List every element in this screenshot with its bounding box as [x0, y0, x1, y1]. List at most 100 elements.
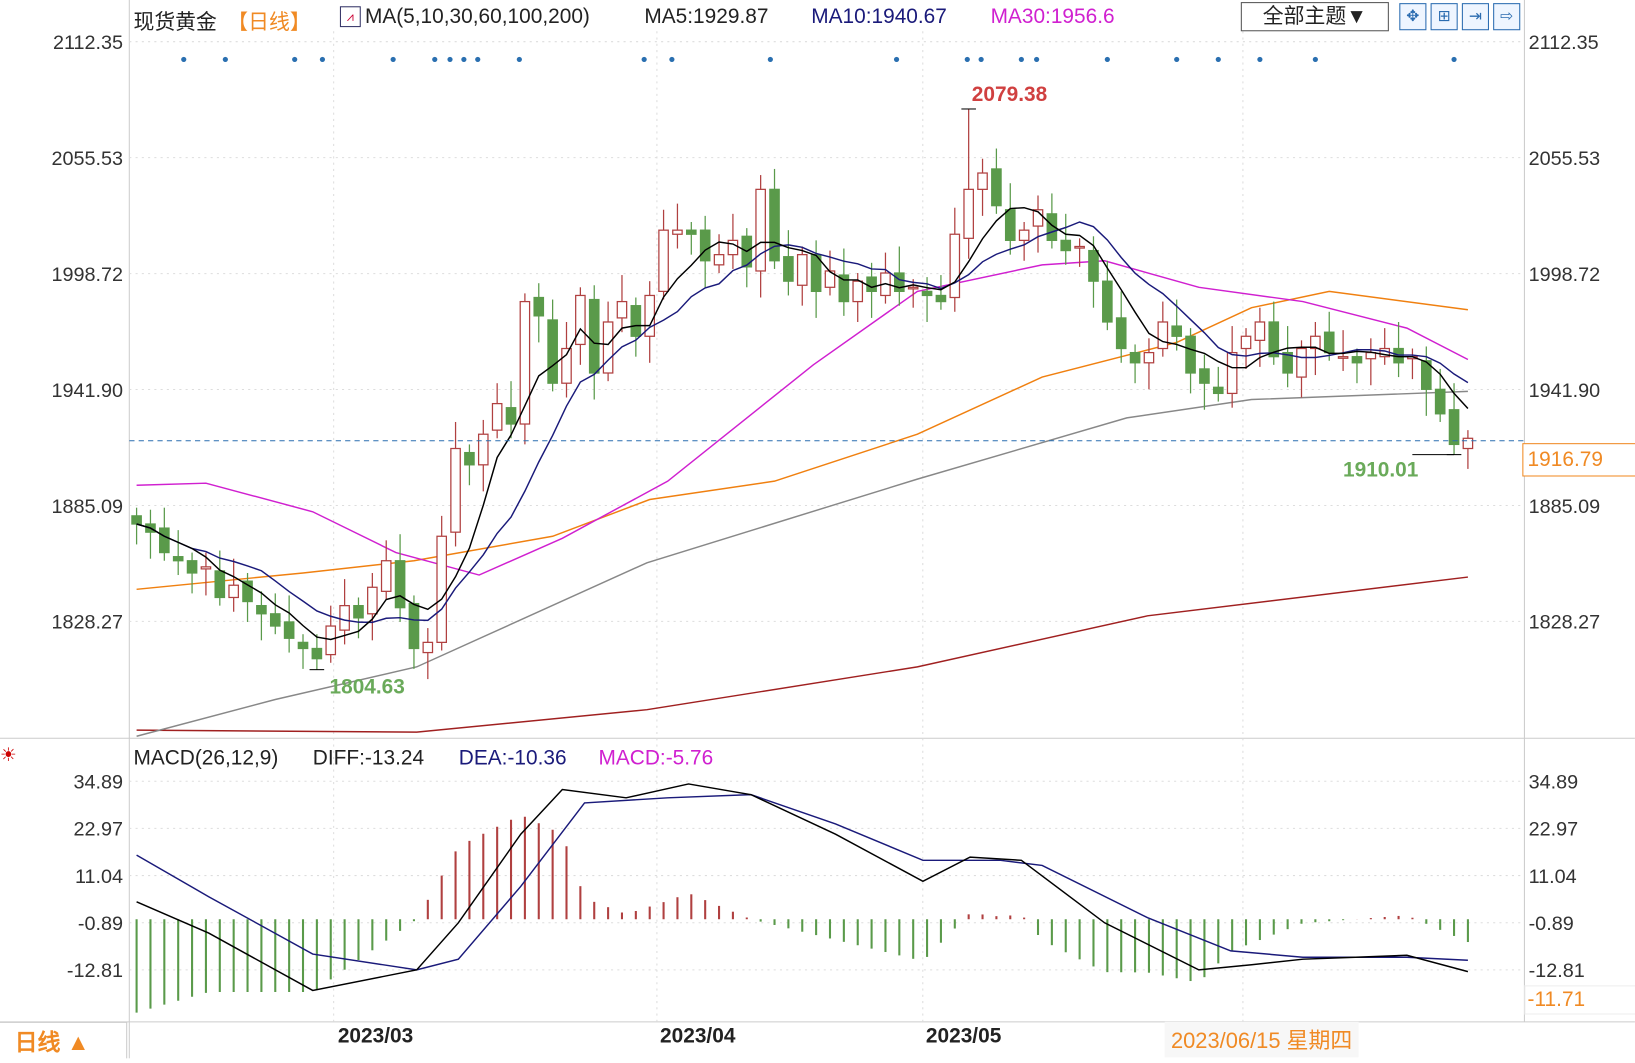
candle-down — [1004, 209, 1016, 241]
signal-dot — [978, 56, 984, 63]
candle-down — [935, 294, 947, 303]
high-annotation: 2079.38 — [971, 83, 1048, 107]
candle-down — [1129, 351, 1141, 364]
signal-dot — [767, 56, 773, 63]
candle-down — [269, 613, 281, 627]
candle-up — [200, 566, 212, 570]
ma5-line — [136, 206, 1469, 641]
expand-icon[interactable]: ⇥ — [1461, 3, 1489, 31]
signal-dot — [181, 56, 187, 63]
candle-up — [1365, 351, 1377, 360]
candle-up — [491, 402, 503, 431]
candle-down — [394, 560, 406, 609]
candle-up — [575, 294, 586, 346]
ma-settings-icon[interactable]: ⩘ — [339, 6, 361, 28]
price-tick-right: 2112.35 — [1529, 32, 1599, 54]
candle-down — [1212, 386, 1224, 395]
indicator-settings-icon[interactable]: ☀ — [0, 744, 17, 766]
candle-down — [242, 580, 253, 603]
ma30-line — [136, 260, 1469, 576]
candle-up — [672, 229, 683, 235]
price-tick-left: 2112.35 — [53, 32, 123, 54]
signal-dot — [1257, 56, 1263, 63]
candle-down — [297, 641, 309, 650]
current-price-label: 1916.79 — [1522, 443, 1635, 477]
candle-down — [991, 168, 1002, 207]
candle-down — [630, 305, 642, 337]
candle-down — [866, 276, 877, 293]
candle-up — [380, 560, 392, 592]
macd-tick-left: 22.97 — [73, 819, 123, 841]
candle-down — [533, 296, 545, 317]
candle-down — [505, 407, 517, 425]
price-tick-left: 1941.90 — [51, 380, 123, 402]
signal-dot — [222, 56, 228, 63]
candle-down — [186, 560, 198, 574]
ma100-line — [136, 390, 1468, 737]
candle-down — [256, 605, 267, 615]
dea-line — [136, 793, 1468, 971]
candle-down — [1351, 356, 1363, 364]
candle-down — [1282, 351, 1293, 374]
grid-icon[interactable]: ✥ — [1399, 3, 1427, 31]
candle-up — [422, 641, 434, 654]
macd-tick-left: 11.04 — [75, 866, 123, 888]
signal-dot — [964, 56, 970, 63]
candle-down — [769, 188, 780, 262]
candle-up — [436, 535, 448, 643]
candle-down — [685, 229, 697, 235]
ma5-value: MA5:1929.87 — [644, 5, 769, 29]
signal-dot — [390, 56, 396, 63]
candle-up — [602, 321, 614, 374]
theme-select[interactable]: 全部主题▼ — [1240, 2, 1389, 32]
signal-dot — [1104, 56, 1110, 63]
ma-params: MA(5,10,30,60,100,200) — [364, 5, 590, 29]
symbol-title: 现货黄金 — [133, 11, 217, 35]
price-tick-left: 2055.53 — [51, 148, 123, 170]
macd-tick-right: 34.89 — [1529, 772, 1579, 794]
cursor-date: 2023/06/15 星期四 — [1164, 1021, 1359, 1058]
candle-up — [1296, 347, 1307, 378]
ma10-line — [136, 221, 1469, 624]
period-label: 【日线】 — [227, 11, 311, 35]
candle-down — [1060, 239, 1072, 252]
signal-dot — [1018, 56, 1024, 63]
candle-down — [283, 621, 295, 639]
signal-dot — [319, 56, 326, 63]
price-tick-right: 1885.09 — [1529, 496, 1601, 518]
candle-up — [519, 300, 531, 425]
candle-down — [172, 556, 184, 562]
candle-up — [561, 347, 572, 384]
ma200-line — [136, 576, 1469, 733]
candle-down — [464, 451, 475, 466]
macd-tick-right: 22.97 — [1529, 819, 1579, 841]
price-tick-right: 1998.72 — [1529, 264, 1601, 286]
period-button[interactable]: 日线 ▲ — [0, 1021, 128, 1059]
signal-dot — [1215, 56, 1221, 63]
price-tick-left: 1998.72 — [51, 264, 123, 286]
macd-dea: DEA:-10.36 — [458, 746, 567, 770]
candle-up — [796, 254, 808, 286]
price-tick-right: 2055.53 — [1529, 148, 1601, 170]
forward-icon[interactable]: ⇨ — [1493, 3, 1521, 31]
candle-up — [963, 188, 974, 239]
macd-tick-left: -12.81 — [67, 960, 123, 982]
candle-down — [1420, 360, 1432, 390]
candle-down — [353, 605, 364, 619]
signal-dot — [1034, 56, 1040, 63]
signal-dot — [292, 56, 298, 63]
price-tick-right: 1828.27 — [1529, 612, 1601, 634]
candle-up — [616, 300, 628, 319]
candle-up — [1240, 335, 1252, 350]
ma10-value: MA10:1940.67 — [811, 5, 947, 29]
layout-icon[interactable]: ⊞ — [1430, 3, 1458, 31]
macd-diff: DIFF:-13.24 — [312, 746, 425, 770]
candle-up — [852, 280, 864, 303]
signal-dot — [893, 56, 900, 63]
candle-up — [1226, 351, 1238, 395]
candle-up — [1143, 351, 1155, 364]
candle-up — [1018, 229, 1030, 241]
candle-up — [1032, 209, 1044, 227]
signal-dot — [1312, 56, 1318, 63]
